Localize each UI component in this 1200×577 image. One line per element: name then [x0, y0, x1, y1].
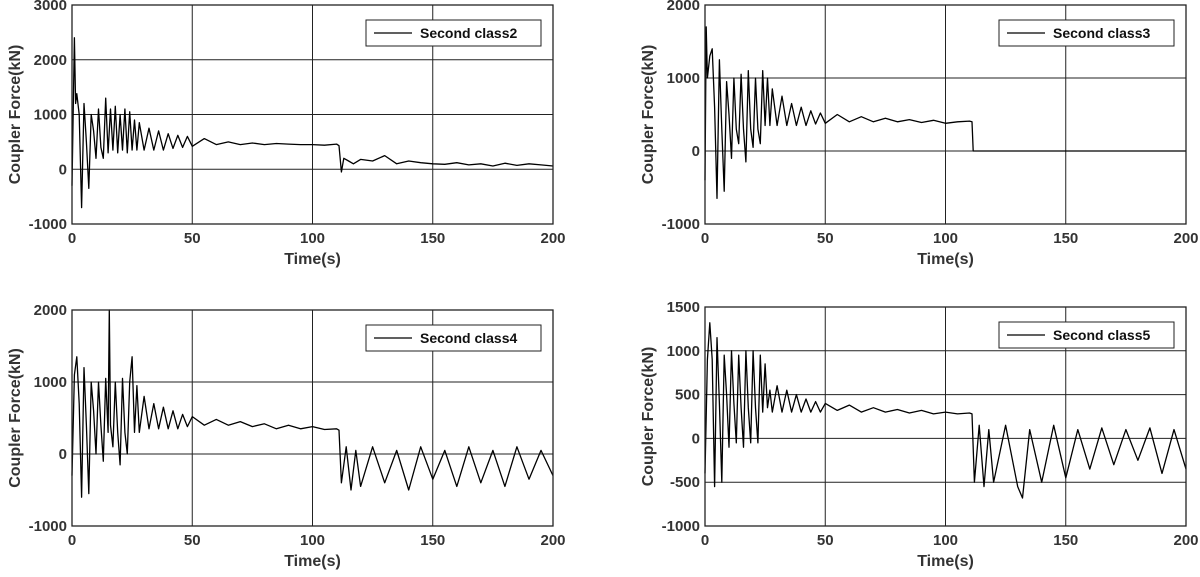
y-tick-label: 1000	[34, 107, 67, 124]
x-tick-label: 0	[701, 532, 709, 549]
y-tick-label: -1000	[662, 518, 700, 535]
y-tick-label: 2000	[34, 52, 67, 69]
y-tick-label: 0	[59, 446, 67, 463]
x-tick-label: 150	[420, 230, 445, 247]
y-tick-label: 0	[59, 161, 67, 178]
x-tick-label: 200	[1173, 532, 1198, 549]
x-tick-label: 100	[300, 230, 325, 247]
chart-panel-1: 0 50 100 150 200-10000100020003000Time(s)Cou…	[7, 0, 566, 268]
y-tick-label: 0	[692, 430, 700, 447]
legend-entry: Second class5	[1053, 327, 1150, 343]
legend: Second class2	[365, 19, 542, 47]
x-tick-label: 150	[1053, 532, 1078, 549]
x-axis-label: Time(s)	[284, 251, 341, 268]
y-axis-label: Coupler Force(kN)	[640, 347, 657, 487]
x-tick-label: 50	[184, 230, 201, 247]
y-tick-label: 1000	[34, 374, 67, 391]
legend-entry: Second class3	[1053, 25, 1150, 41]
y-tick-label: 2000	[667, 0, 700, 14]
x-axis-label: Time(s)	[917, 251, 974, 268]
y-tick-label: 0	[692, 143, 700, 160]
y-tick-label: 2000	[34, 302, 67, 319]
x-tick-label: 100	[300, 532, 325, 549]
axes-frame	[704, 306, 1187, 527]
x-tick-label: 150	[420, 532, 445, 549]
y-tick-label: 1000	[667, 70, 700, 87]
legend: Second class3	[998, 19, 1175, 47]
axes-frame	[704, 4, 1187, 225]
series-line	[704, 322, 1187, 499]
x-axis-label: Time(s)	[917, 553, 974, 570]
legend-entry: Second class2	[420, 25, 517, 41]
legend-entry: Second class4	[420, 330, 517, 346]
legend: Second class4	[365, 324, 542, 352]
y-tick-label: 3000	[34, 0, 67, 14]
x-tick-label: 200	[540, 532, 565, 549]
y-axis-label: Coupler Force(kN)	[640, 45, 657, 185]
x-tick-label: 150	[1053, 230, 1078, 247]
y-tick-label: -1000	[662, 216, 700, 233]
y-tick-label: -1000	[29, 518, 67, 535]
axes-frame	[71, 309, 554, 527]
x-tick-label: 50	[817, 532, 834, 549]
series-line	[71, 37, 554, 209]
y-tick-label: -1000	[29, 216, 67, 233]
x-tick-label: 50	[817, 230, 834, 247]
x-tick-label: 50	[184, 532, 201, 549]
y-tick-label: 1500	[667, 299, 700, 316]
series-line	[71, 309, 554, 498]
x-tick-label: 0	[68, 230, 76, 247]
x-tick-label: 200	[1173, 230, 1198, 247]
x-tick-label: 0	[68, 532, 76, 549]
legend: Second class5	[998, 321, 1175, 349]
chart-panel-3: 0 50 100 150 200-1000010002000Time(s)Coupler…	[7, 302, 566, 570]
chart-panel-4: 0 50 100 150 200 -1000 -500 0 500 1000 1500 Time(s)…	[640, 299, 1199, 570]
series-line	[704, 26, 1186, 200]
y-axis-label: Coupler Force(kN)	[7, 45, 24, 185]
y-axis-label: Coupler Force(kN)	[7, 348, 24, 488]
x-tick-label: 100	[933, 230, 958, 247]
y-tick-label: 500	[675, 387, 700, 404]
y-tick-label: 1000	[667, 343, 700, 360]
x-tick-label: 100	[933, 532, 958, 549]
x-axis-label: Time(s)	[284, 553, 341, 570]
axes-frame	[71, 4, 554, 225]
chart-panel-2: 0 50 100 150 200-1000010002000Time(s)Coupler…	[640, 0, 1199, 268]
x-tick-label: 200	[540, 230, 565, 247]
y-tick-label: -500	[670, 474, 700, 491]
x-tick-label: 0	[701, 230, 709, 247]
